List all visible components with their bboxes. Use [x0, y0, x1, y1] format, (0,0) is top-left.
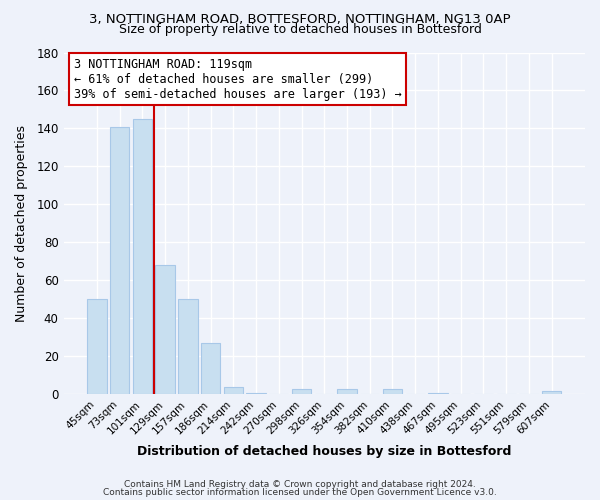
- Text: Contains public sector information licensed under the Open Government Licence v3: Contains public sector information licen…: [103, 488, 497, 497]
- Bar: [110, 126, 130, 394]
- Bar: [428, 392, 448, 394]
- Bar: [337, 388, 356, 394]
- Bar: [87, 300, 107, 394]
- Bar: [247, 392, 266, 394]
- Bar: [224, 387, 243, 394]
- Text: Size of property relative to detached houses in Bottesford: Size of property relative to detached ho…: [119, 22, 481, 36]
- Bar: [292, 388, 311, 394]
- Text: 3, NOTTINGHAM ROAD, BOTTESFORD, NOTTINGHAM, NG13 0AP: 3, NOTTINGHAM ROAD, BOTTESFORD, NOTTINGH…: [89, 12, 511, 26]
- Bar: [133, 119, 152, 394]
- Bar: [383, 388, 402, 394]
- Bar: [201, 343, 220, 394]
- Bar: [155, 266, 175, 394]
- X-axis label: Distribution of detached houses by size in Bottesford: Distribution of detached houses by size …: [137, 444, 511, 458]
- Bar: [178, 300, 197, 394]
- Y-axis label: Number of detached properties: Number of detached properties: [15, 125, 28, 322]
- Bar: [542, 390, 561, 394]
- Text: 3 NOTTINGHAM ROAD: 119sqm
← 61% of detached houses are smaller (299)
39% of semi: 3 NOTTINGHAM ROAD: 119sqm ← 61% of detac…: [74, 58, 402, 100]
- Text: Contains HM Land Registry data © Crown copyright and database right 2024.: Contains HM Land Registry data © Crown c…: [124, 480, 476, 489]
